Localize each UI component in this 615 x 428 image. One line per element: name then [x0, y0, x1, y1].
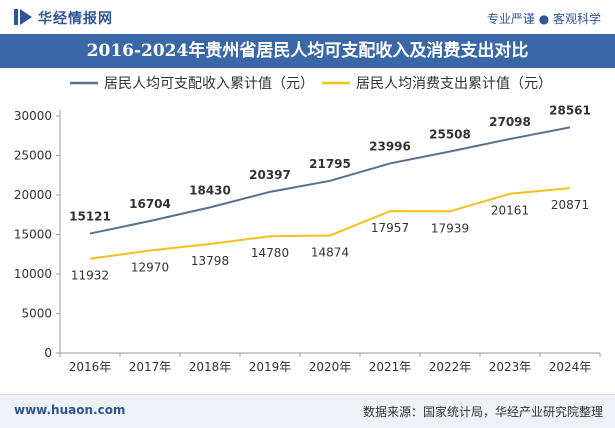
y-tick-label: 5000 [21, 307, 52, 321]
legend-label: 居民人均消费支出累计值（元） [356, 76, 552, 92]
x-tick-label: 2017年 [129, 360, 172, 374]
data-label-expense: 12970 [131, 261, 169, 275]
data-label-income: 23996 [369, 139, 411, 153]
data-label-expense: 20871 [551, 198, 589, 212]
data-label-income: 25508 [429, 127, 471, 141]
data-label-income: 16704 [129, 197, 171, 211]
line-chart: 0 5000 10000 15000 20000 25000 30000 2016年 2017年… [14, 76, 601, 374]
data-label-expense: 17939 [431, 221, 469, 235]
x-tick-label: 2020年 [309, 360, 352, 374]
data-source: 数据来源：国家统计局，华经产业研究院整理 [362, 405, 603, 419]
data-label-expense: 14780 [251, 246, 289, 260]
y-tick-label: 15000 [14, 228, 52, 242]
data-label-expense: 17957 [371, 221, 409, 235]
x-tick-label: 2024年 [549, 360, 592, 374]
tagline: 专业严谨 ● 客观科学 [486, 12, 601, 26]
data-label-income: 21795 [309, 157, 351, 171]
x-tick-label: 2021年 [369, 360, 412, 374]
data-label-income: 28561 [549, 103, 591, 117]
data-label-income: 15121 [69, 210, 111, 224]
y-tick-label: 0 [44, 346, 52, 360]
y-tick-label: 30000 [14, 109, 52, 123]
data-label-expense: 14874 [311, 245, 349, 259]
x-tick-label: 2022年 [429, 360, 472, 374]
x-tick-label: 2016年 [69, 360, 112, 374]
series-line-income [89, 126, 571, 235]
series-line-expense [89, 187, 571, 260]
chart-title: 2016-2024年贵州省居民人均可支配收入及消费支出对比 [86, 41, 529, 61]
x-tick-label: 2019年 [249, 360, 292, 374]
data-label-expense: 13798 [191, 254, 229, 268]
brand-name: 华经情报网 [38, 11, 113, 27]
x-tick-label: 2023年 [489, 360, 532, 374]
data-label-income: 20397 [249, 168, 291, 182]
data-label-income: 18430 [189, 183, 231, 197]
x-tick-label: 2018年 [189, 360, 232, 374]
data-label-expense: 11932 [71, 269, 109, 283]
y-tick-label: 25000 [14, 149, 52, 163]
data-label-income: 27098 [489, 115, 531, 129]
footer-url[interactable]: www.huaon.com [14, 403, 126, 417]
logo-icon [14, 9, 32, 25]
footer: www.huaon.com 数据来源：国家统计局，华经产业研究院整理 [0, 394, 615, 428]
data-label-expense: 20161 [491, 204, 529, 218]
y-tick-label: 20000 [14, 188, 52, 202]
title-bar: 2016-2024年贵州省居民人均可支配收入及消费支出对比 [0, 34, 615, 68]
legend-label: 居民人均可支配收入累计值（元） [104, 76, 314, 92]
top-bar: 华经情报网 专业严谨 ● 客观科学 [0, 0, 615, 34]
y-tick-label: 10000 [14, 267, 52, 281]
